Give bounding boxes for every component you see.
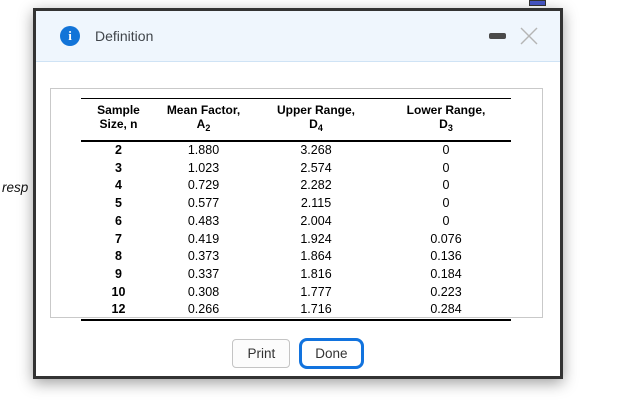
done-button[interactable]: Done [299, 338, 364, 369]
cell-value: 1.716 [300, 302, 332, 317]
cell-value: 0.284 [430, 302, 462, 317]
cell-value: 2.115 [300, 196, 332, 211]
col-sample-size: Sample Size, n [97, 103, 140, 131]
cell-value: 0.223 [430, 284, 462, 299]
cell-sample-size: 12 [111, 302, 126, 317]
background-chip [529, 0, 546, 6]
print-button[interactable]: Print [232, 339, 291, 368]
cell-value: 0.337 [187, 266, 220, 281]
cell-value: 0 [442, 160, 450, 175]
cell-sample-size: 7 [115, 231, 122, 246]
table-row: 9 0.337 1.816 0.184 [81, 266, 511, 284]
cell-value: 0.483 [187, 213, 220, 228]
cell-value: 0.076 [430, 231, 462, 246]
dialog-footer: Print Done [36, 338, 560, 369]
table-row: 12 0.266 1.716 0.284 [81, 301, 511, 320]
cell-value: 0.419 [187, 231, 220, 246]
table-row: 6 0.483 2.004 0 [81, 213, 511, 231]
cell-sample-size: 4 [115, 178, 122, 193]
cell-value: 2.574 [300, 160, 332, 175]
info-icon: i [60, 26, 80, 46]
cell-value: 1.816 [300, 266, 332, 281]
cell-sample-size: 8 [115, 249, 122, 264]
background-partial-text: resp [2, 180, 29, 195]
table-header: Sample Size, n Mean Factor, A2 Upper Ran… [81, 98, 511, 141]
table-row: 7 0.419 1.924 0.076 [81, 231, 511, 249]
cell-value: 2.004 [300, 213, 332, 228]
table-row: 2 1.880 3.268 0 [81, 141, 511, 160]
cell-value: 0.729 [187, 178, 220, 193]
cell-value: 0 [442, 143, 450, 157]
cell-sample-size: 10 [111, 284, 126, 299]
cell-value: 0.184 [430, 266, 462, 281]
dialog-header: i Definition [36, 11, 560, 62]
cell-value: 2.282 [300, 178, 332, 193]
table-row: 8 0.373 1.864 0.136 [81, 248, 511, 266]
dialog-title: Definition [95, 28, 154, 44]
cell-sample-size: 9 [115, 266, 122, 281]
window-controls [489, 25, 540, 47]
factors-table-panel: Sample Size, n Mean Factor, A2 Upper Ran… [50, 88, 543, 321]
cell-value: 3.268 [300, 143, 332, 157]
cell-value: 0 [442, 196, 450, 211]
cell-value: 1.777 [300, 284, 332, 299]
table-row: 5 0.577 2.115 0 [81, 195, 511, 213]
cell-value: 1.023 [187, 160, 220, 175]
definition-dialog: i Definition Sample Size, n [33, 8, 563, 379]
table-body: 2 1.880 3.268 0 3 1.023 2.574 0 4 0.729 2.282 0 5 0.5… [81, 141, 511, 321]
cell-value: 0.373 [187, 249, 220, 264]
cell-sample-size: 5 [115, 196, 122, 211]
cell-value: 0 [442, 213, 450, 228]
col-mean-factor: Mean Factor, A2 [166, 103, 241, 133]
cell-value: 0.577 [187, 196, 220, 211]
col-lower-range: Lower Range, D3 [406, 103, 486, 133]
table-row: 10 0.308 1.777 0.223 [81, 284, 511, 302]
cell-value: 0.136 [430, 249, 462, 264]
minimize-icon[interactable] [489, 33, 506, 39]
col-upper-range: Upper Range, D4 [276, 103, 355, 133]
cell-sample-size: 6 [115, 213, 122, 228]
table-row: 3 1.023 2.574 0 [81, 160, 511, 178]
cell-value: 1.864 [300, 249, 332, 264]
cell-value: 1.880 [187, 143, 220, 157]
cell-value: 1.924 [300, 231, 332, 246]
table-row: 4 0.729 2.282 0 [81, 177, 511, 195]
cell-sample-size: 2 [115, 143, 122, 157]
control-chart-factors-table: Sample Size, n Mean Factor, A2 Upper Ran… [81, 98, 511, 321]
cell-value: 0 [442, 178, 450, 193]
close-icon[interactable] [518, 25, 540, 47]
cell-sample-size: 3 [115, 160, 122, 175]
cell-value: 0.266 [187, 302, 220, 317]
cell-value: 0.308 [187, 284, 220, 299]
